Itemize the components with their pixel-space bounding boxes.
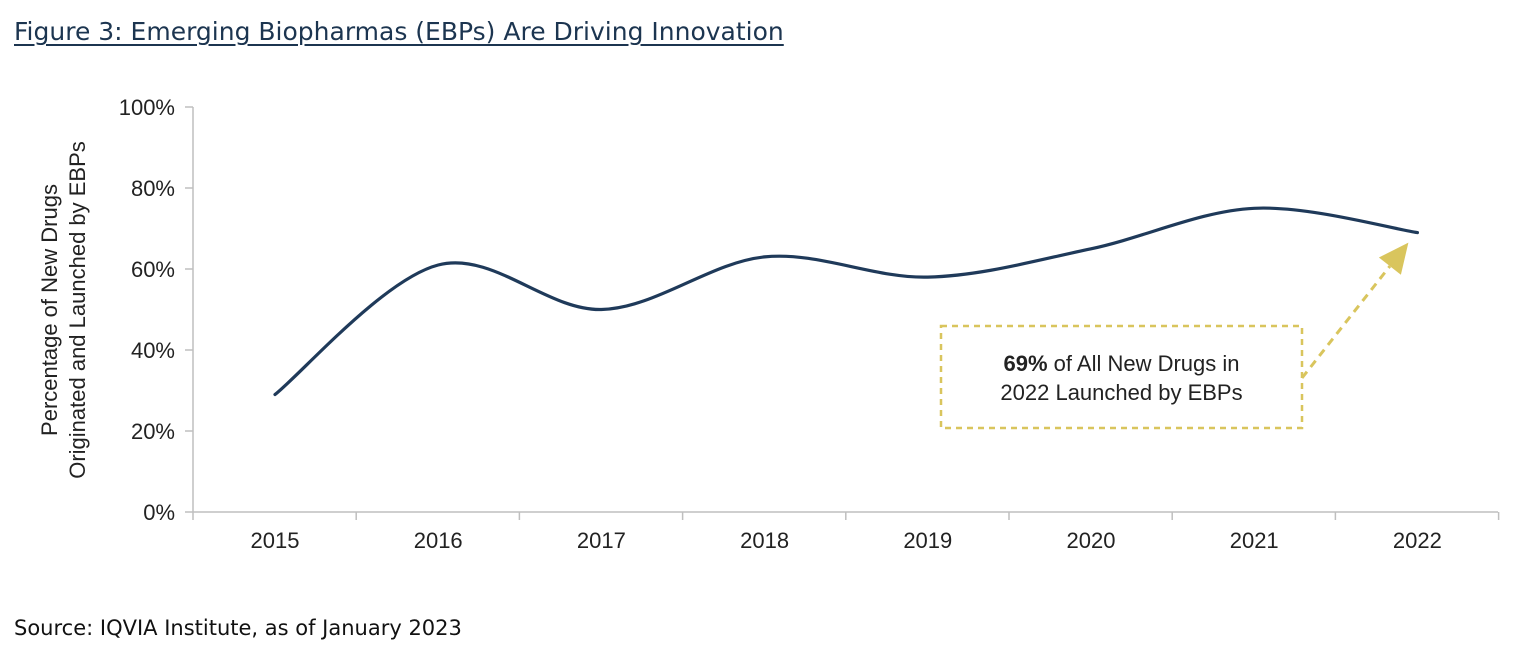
x-tick-label: 2017 — [577, 528, 626, 553]
data-point-2020 — [1089, 247, 1093, 251]
y-tick-label: 20% — [131, 419, 175, 444]
figure-title[interactable]: Figure 3: Emerging Biopharmas (EBPs) Are… — [14, 17, 784, 46]
series-line — [273, 206, 1419, 397]
y-axis: 0% 20% 40% 60% 80% 100% — [119, 95, 194, 525]
y-axis-title-line: Originated and Launched by EBPs — [65, 141, 90, 479]
x-tick-label: 2020 — [1067, 528, 1116, 553]
line-chart: 0%20%40%60%80%100% 2015 2016 2017 2018 2019 2… — [37, 95, 1500, 553]
annotation-line-2: 2022 Launched by EBPs — [1000, 380, 1242, 405]
annotation-rest: of All New Drugs in — [1048, 351, 1240, 376]
x-tick-label: 2021 — [1230, 528, 1279, 553]
x-tick-label: 2015 — [251, 528, 300, 553]
y-tick-label: 60% — [131, 257, 175, 282]
data-points — [273, 206, 1419, 396]
data-point-2021 — [1252, 206, 1256, 210]
data-point-2022 — [1415, 231, 1419, 235]
y-axis-title: Percentage of New Drugs Originated and La… — [37, 141, 90, 479]
annotation-arrow-shaft — [1300, 265, 1392, 379]
data-point-2018 — [763, 255, 767, 259]
data-point-2019 — [926, 275, 930, 279]
y-tick-label: 0% — [143, 500, 175, 525]
annotation-line-1: 69% of All New Drugs in — [1003, 351, 1239, 376]
data-point-2017 — [599, 308, 603, 312]
x-axis: 2015 2016 2017 2018 2019 2020 2021 2022 — [192, 511, 1500, 553]
annotation-arrow-head — [1378, 242, 1409, 275]
y-axis-title-line: Percentage of New Drugs — [37, 184, 62, 436]
x-tick-label: 2016 — [414, 528, 463, 553]
annotation-bold: 69% — [1003, 351, 1047, 376]
x-tick-label: 2018 — [740, 528, 789, 553]
y-tick-label: 80% — [131, 176, 175, 201]
x-tick-label: 2022 — [1393, 528, 1442, 553]
data-point-2015 — [273, 393, 277, 397]
data-point-2016 — [436, 263, 440, 267]
y-tick-label: 40% — [131, 338, 175, 363]
y-tick-label: 100% — [119, 95, 175, 120]
source-note: Source: IQVIA Institute, as of January 2… — [14, 616, 462, 640]
x-tick-label: 2019 — [903, 528, 952, 553]
annotation-box — [939, 324, 1304, 430]
annotation: 69% of All New Drugs in 2022 Launched by … — [939, 242, 1409, 430]
